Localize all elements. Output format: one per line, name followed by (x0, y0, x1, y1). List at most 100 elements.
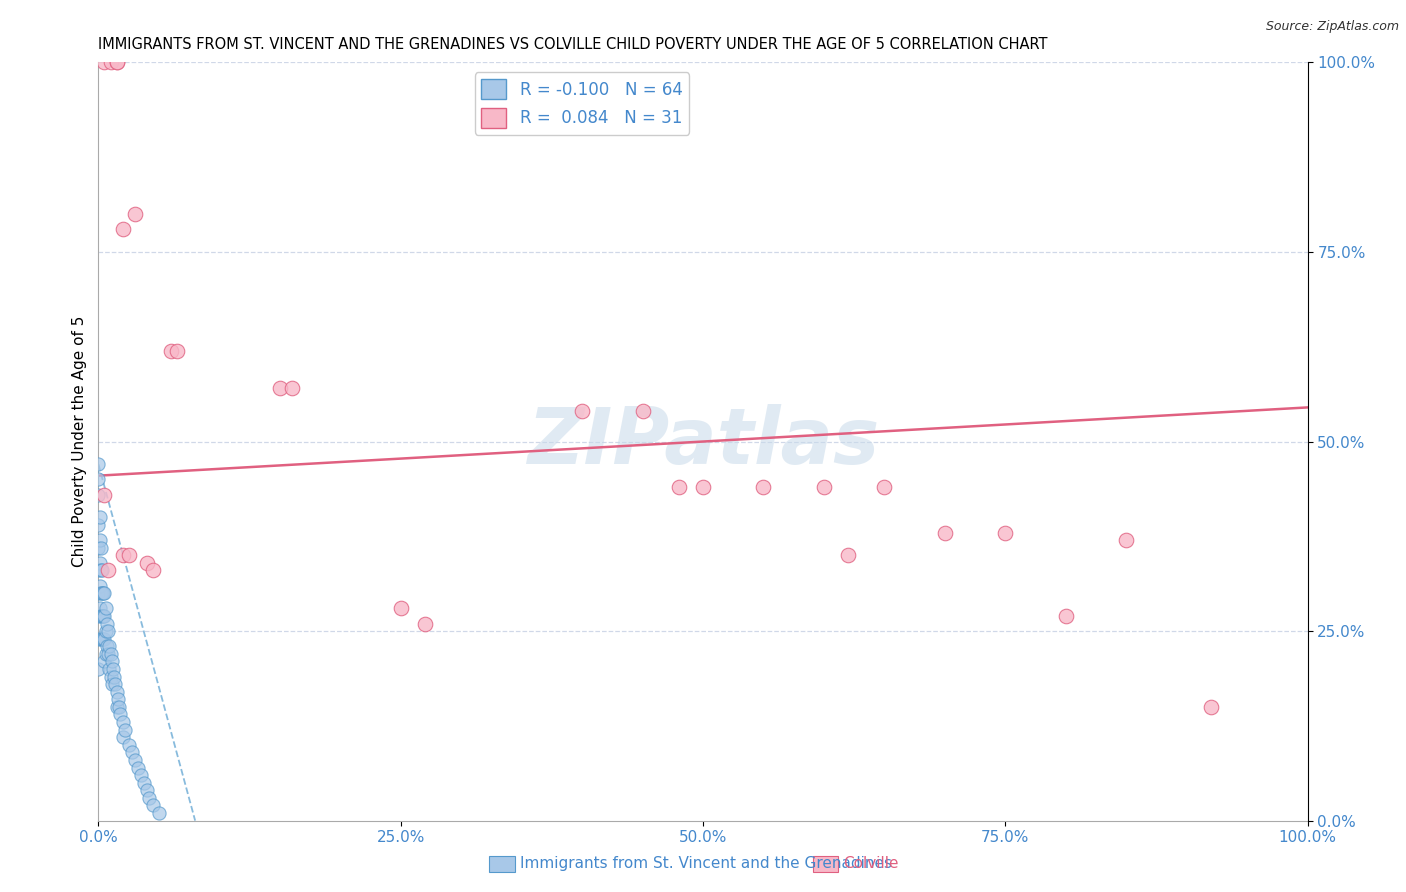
Point (111, 730, 134, 744)
Point (93, 487, 115, 501)
Point (100, 55, 122, 70)
Point (96, 639, 118, 653)
Point (108, 707, 131, 722)
Point (127, 760, 149, 774)
Point (90, 608, 112, 623)
Point (837, 548, 859, 563)
Point (108, 699, 131, 714)
Point (89, 579, 111, 593)
Point (111, 222, 134, 236)
Point (413, 616, 436, 631)
Point (124, 207, 146, 221)
Point (87, 458, 110, 472)
Text: Immigrants from St. Vincent and the Grenadines: Immigrants from St. Vincent and the Gren… (520, 856, 893, 871)
Point (142, 798, 165, 813)
Point (118, 548, 141, 563)
Point (934, 525, 956, 540)
Point (87, 517, 110, 532)
Point (91, 586, 114, 600)
Point (87, 564, 110, 578)
Point (142, 564, 165, 578)
Point (101, 662, 124, 676)
Point (166, 343, 188, 358)
Point (100, 677, 122, 691)
Point (100, 647, 122, 661)
Y-axis label: Child Poverty Under the Age of 5: Child Poverty Under the Age of 5 (72, 316, 87, 567)
Point (813, 480, 835, 494)
Point (90, 541, 112, 555)
Point (121, 746, 143, 760)
Point (994, 525, 1017, 540)
Point (692, 480, 714, 494)
Point (87, 608, 110, 623)
Point (124, 753, 146, 767)
Point (97, 647, 120, 661)
Point (93, 586, 115, 600)
Point (93, 655, 115, 669)
Point (87, 541, 110, 555)
Point (129, 768, 152, 782)
Point (98, 662, 121, 676)
Point (111, 548, 134, 563)
Point (281, 382, 304, 396)
Point (91, 564, 114, 578)
Point (91, 608, 114, 623)
Point (135, 783, 157, 797)
Point (94, 624, 117, 639)
Point (135, 556, 157, 570)
Point (104, 677, 127, 691)
Point (134, 776, 156, 790)
Point (96, 616, 118, 631)
Point (94, 647, 117, 661)
Point (631, 404, 654, 418)
Point (105, 699, 128, 714)
Point (148, 806, 170, 821)
Point (668, 480, 690, 494)
Point (91, 632, 114, 646)
Text: Source: ZipAtlas.com: Source: ZipAtlas.com (1265, 20, 1399, 33)
Point (91, 632, 114, 646)
Point (1054, 608, 1077, 623)
Point (89, 510, 111, 524)
Point (89, 601, 111, 615)
Point (97, 624, 120, 639)
Point (100, 669, 122, 683)
Point (103, 669, 125, 683)
Point (89, 556, 111, 570)
Point (269, 382, 291, 396)
Point (93, 55, 115, 70)
Point (105, 55, 128, 70)
Point (94, 601, 117, 615)
Point (114, 723, 136, 737)
Point (105, 685, 128, 699)
Point (89, 533, 111, 548)
Point (93, 608, 115, 623)
Point (138, 791, 160, 805)
Point (100, 655, 122, 669)
Point (111, 715, 134, 730)
Text: ZIPatlas: ZIPatlas (527, 403, 879, 480)
Point (105, 55, 128, 70)
Point (90, 632, 112, 646)
Point (1115, 533, 1137, 548)
Point (118, 738, 141, 752)
Point (107, 692, 129, 706)
Point (91, 608, 114, 623)
Legend: R = -0.100   N = 64, R =  0.084   N = 31: R = -0.100 N = 64, R = 0.084 N = 31 (475, 72, 689, 135)
Point (93, 632, 115, 646)
Point (87, 632, 110, 646)
Point (90, 586, 112, 600)
Text: Colville: Colville (844, 856, 898, 871)
Point (90, 564, 112, 578)
Text: IMMIGRANTS FROM ST. VINCENT AND THE GRENADINES VS COLVILLE CHILD POVERTY UNDER T: IMMIGRANTS FROM ST. VINCENT AND THE GREN… (98, 37, 1047, 52)
Point (1199, 699, 1222, 714)
Point (389, 601, 412, 615)
Point (752, 480, 775, 494)
Point (87, 586, 110, 600)
Point (91, 586, 114, 600)
Point (160, 343, 183, 358)
Point (87, 662, 110, 676)
Point (571, 404, 593, 418)
Point (87, 473, 110, 487)
Point (87, 487, 110, 501)
